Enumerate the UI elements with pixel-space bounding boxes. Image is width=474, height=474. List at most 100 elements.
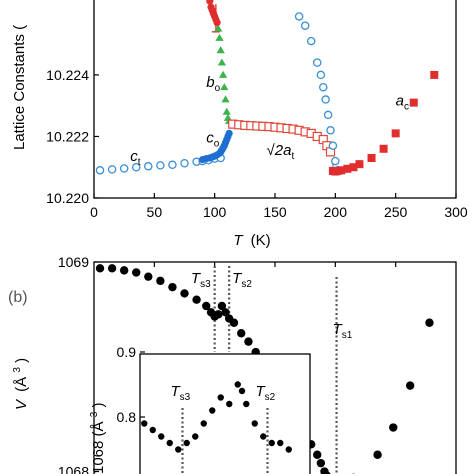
panel-a-data-point bbox=[206, 0, 214, 5]
panel-a-data-point bbox=[222, 107, 231, 115]
panel-a-ytick-label: 10.224 bbox=[46, 67, 89, 83]
panel-a-data-point bbox=[300, 21, 310, 30]
panel-a-data-point bbox=[328, 141, 338, 150]
panel-a-data-point bbox=[107, 165, 117, 174]
panel-b-transition-main: T bbox=[232, 270, 243, 287]
inset-data-point bbox=[183, 439, 190, 447]
inset-data-point bbox=[200, 420, 207, 427]
panel-a-data-point bbox=[144, 162, 153, 171]
panel-a-annotation-main: c bbox=[130, 148, 138, 165]
panel-b-data-point bbox=[132, 268, 141, 277]
panel-a-data-point bbox=[131, 162, 141, 172]
inset-ylabel: 1068 (Å 3 ) bbox=[84, 403, 107, 474]
inset-ylabel-close: ) bbox=[90, 403, 107, 408]
panel-a-data-point bbox=[355, 160, 364, 169]
panel-a-data-point bbox=[215, 33, 224, 41]
panel-b-data-point bbox=[156, 276, 165, 286]
inset-data-marks bbox=[141, 381, 292, 453]
panel-a-data-point bbox=[316, 70, 326, 80]
panel-b-data-point bbox=[237, 329, 246, 338]
panel-b-axes: 1069 1068 bbox=[58, 254, 397, 474]
panel-a-data-point bbox=[367, 154, 376, 162]
inset-transition-label: Ts3 bbox=[171, 383, 191, 403]
panel-b-ylabel: V (Å 3 ) bbox=[7, 358, 30, 410]
panel-a-xtick-label: 200 bbox=[324, 204, 348, 220]
panel-b-ylabel-unit: (Å bbox=[13, 377, 30, 392]
panel-a-data-point bbox=[430, 70, 439, 79]
panel-a-data-point bbox=[326, 126, 335, 135]
panel-a-data-point bbox=[306, 36, 316, 46]
panel-b-data-point bbox=[229, 318, 239, 327]
panel-a-data-point bbox=[323, 110, 333, 120]
panel-a-xlabel-unit: (K) bbox=[251, 232, 271, 249]
panel-a-annotation: ac bbox=[396, 93, 409, 113]
panel-b-data-point bbox=[119, 266, 129, 275]
panel-a-data-point bbox=[337, 166, 346, 175]
panel-a-data-point bbox=[218, 70, 228, 78]
panel-a-data-point bbox=[409, 98, 418, 107]
panel-a-data-point bbox=[217, 58, 227, 66]
inset-data-point bbox=[268, 439, 275, 447]
panel-b-data-point bbox=[221, 308, 230, 317]
panel-a-annotation-sub: t bbox=[291, 151, 294, 162]
panel-b-data-point bbox=[316, 458, 326, 468]
panel-a-data-point bbox=[225, 129, 233, 137]
inset-data-point bbox=[277, 439, 284, 447]
panel-b-data-point bbox=[95, 264, 105, 273]
panel-a-annotation: bo bbox=[206, 74, 220, 94]
panel-a-annotation: ct bbox=[130, 148, 141, 168]
panel-a-data-point bbox=[95, 166, 105, 175]
panel-a-data-point bbox=[168, 160, 177, 170]
panel-a-xtick-label: 100 bbox=[203, 204, 227, 220]
panel-a-annotation-sub: c bbox=[404, 102, 409, 113]
panel-a-annotation-main: c bbox=[206, 130, 214, 147]
panel-a-xlabel: T (K) bbox=[233, 232, 270, 249]
panel-b-ytick-label: 1069 bbox=[58, 254, 89, 270]
inset-background bbox=[139, 353, 311, 474]
inset-ylabel-text: 1068 (Å bbox=[90, 421, 107, 474]
inset-transition-main: T bbox=[171, 383, 182, 400]
panel-a-annotation: co bbox=[206, 130, 220, 150]
inset-data-point bbox=[209, 407, 216, 414]
panel-a-data-point bbox=[294, 12, 304, 21]
inset-transition-main: T bbox=[256, 383, 267, 400]
panel-a-data-point bbox=[343, 164, 352, 173]
panel-b-data-point bbox=[405, 381, 415, 390]
inset-data-point bbox=[251, 420, 258, 427]
panel-a-axes: 0 50 100 150 200 250 300 10.220 10.222 10.224 bbox=[46, 67, 468, 220]
inset-data-point bbox=[141, 420, 148, 427]
panel-b-data-point bbox=[192, 295, 201, 304]
panel-a-data-point bbox=[221, 95, 230, 103]
panel-a-data-point bbox=[156, 161, 165, 170]
panel-a-annotation-main: √2a bbox=[267, 142, 292, 159]
panel-a-data-point bbox=[321, 95, 330, 104]
panel-a-ytick-label: 10.222 bbox=[46, 128, 89, 144]
panel-a-xtick-label: 0 bbox=[90, 204, 98, 220]
panel-b-data-point bbox=[214, 310, 223, 319]
inset-data-point bbox=[192, 433, 199, 440]
panel-a-xlabel-symbol: T bbox=[233, 232, 244, 249]
panel-a-data-point bbox=[213, 19, 221, 27]
panel-a-annotation-main: a bbox=[396, 93, 404, 110]
panel-b-label: (b) bbox=[8, 289, 28, 306]
panel-b-transition-sub: s3 bbox=[200, 279, 211, 290]
panel-a-data-point bbox=[180, 158, 189, 168]
panel-b-data-point bbox=[313, 450, 322, 459]
panel-a-data-marks bbox=[95, 0, 439, 176]
inset-ytick-label: 0.9 bbox=[117, 344, 137, 360]
panel-a-data-point bbox=[379, 144, 388, 153]
inset-data-point bbox=[234, 381, 241, 388]
panel-a-annotation: √2at bbox=[267, 142, 295, 162]
panel-a-data-point bbox=[331, 156, 340, 166]
inset-transition-sub: s2 bbox=[265, 392, 276, 403]
panel-a-data-point bbox=[220, 83, 229, 91]
panel-b-ylabel-close: ) bbox=[13, 358, 30, 363]
panel-a-annotation-sub: t bbox=[138, 157, 141, 168]
panel-b-ylabel-exp: 3 bbox=[12, 367, 23, 373]
inset-ytick-label: 0.8 bbox=[117, 409, 137, 425]
panel-b-ytick-label: 1068 bbox=[58, 464, 89, 474]
panel-a-data-point bbox=[216, 46, 225, 54]
panel-a-data-point bbox=[312, 58, 322, 67]
